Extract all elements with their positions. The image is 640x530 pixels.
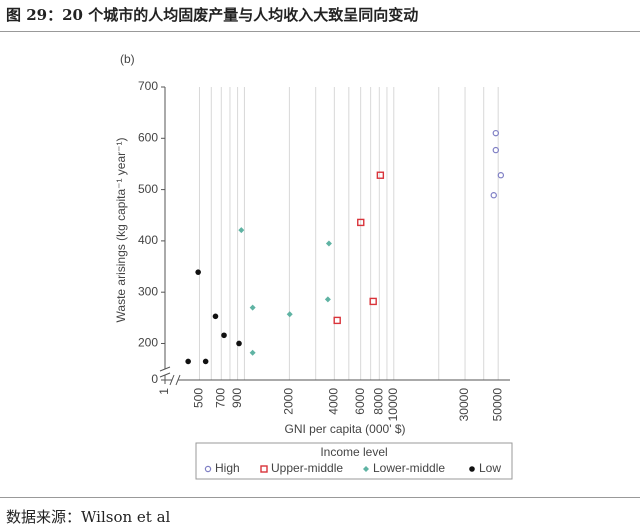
data-point: [492, 146, 499, 154]
legend-label: High: [215, 461, 240, 475]
y-axis-label: Waste arisings (kg capita⁻¹ year⁻¹): [114, 138, 128, 323]
chart: (b) GNI per capita (000' $) Waste arisin…: [114, 52, 513, 480]
x-tick-label: 700: [213, 388, 227, 408]
legend-label: Lower-middle: [373, 461, 445, 475]
data-point: [185, 358, 191, 365]
y-tick-label: 500: [138, 182, 158, 196]
x-tick-label: 500: [192, 388, 206, 408]
source-note: 数据来源：Wilson et al: [6, 508, 171, 526]
data-point: [490, 192, 497, 199]
legend-marker: [260, 465, 268, 473]
rule: [0, 497, 640, 498]
x-tick-label: 2000: [282, 388, 296, 415]
data-point: [325, 240, 332, 247]
data-point: [249, 349, 256, 356]
x-tick-label: 30000: [457, 388, 471, 422]
y-tick-label: 700: [138, 79, 158, 93]
legend-marker: [204, 465, 212, 473]
legend-marker: [469, 466, 475, 472]
y-axis-break: [159, 366, 171, 378]
data-point: [221, 332, 227, 339]
data-point: [195, 269, 201, 275]
data-point: [202, 358, 209, 365]
data-point: [376, 171, 385, 179]
x-tick-label: 50000: [490, 388, 504, 422]
x-tick-label: 6000: [353, 388, 367, 415]
y-tick-label: 200: [138, 336, 158, 350]
rule: [0, 31, 640, 32]
x-tick-label: 8000: [371, 388, 385, 415]
legend-box: [195, 442, 513, 480]
data-point: [238, 227, 245, 234]
data-point: [333, 316, 341, 325]
data-point: [249, 304, 256, 311]
legend-marker: [363, 466, 369, 472]
y-tick-label: 0: [151, 372, 158, 386]
x-tick-label: 4000: [327, 388, 341, 415]
data-point: [497, 172, 505, 179]
x-tick-label: 900: [230, 388, 244, 408]
y-tick-label: 300: [138, 284, 158, 298]
x-axis-break: [169, 374, 181, 386]
data-point: [212, 313, 219, 320]
x-tick-label: 10000: [386, 388, 400, 422]
y-tick-label: 600: [138, 130, 158, 144]
x-tick-label: 1: [157, 388, 171, 395]
legend-label: Upper-middle: [271, 461, 343, 475]
figure-title: 图 29：20 个城市的人均固废产量与人均收入大致呈同向变动: [6, 6, 419, 24]
data-point: [492, 129, 499, 137]
y-tick-label: 400: [138, 233, 158, 247]
data-point: [324, 296, 331, 303]
data-point: [357, 218, 365, 227]
panel-label: (b): [120, 52, 135, 66]
legend-label: Low: [479, 461, 501, 475]
data-point: [369, 297, 377, 306]
legend-title: Income level: [320, 445, 387, 459]
x-axis-label: GNI per capita (000' $): [284, 422, 405, 436]
data-point: [286, 311, 293, 318]
data-point: [236, 340, 242, 347]
